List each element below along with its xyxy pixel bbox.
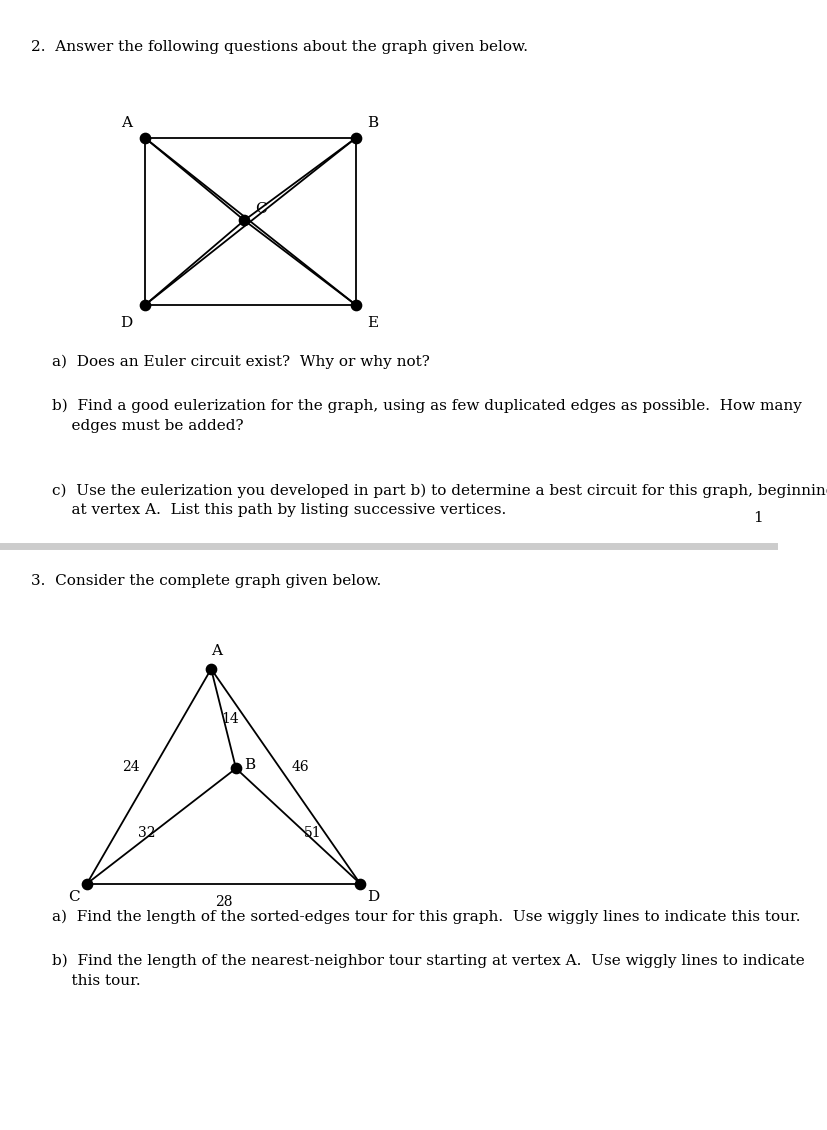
Text: 3.  Consider the complete graph given below.: 3. Consider the complete graph given bel… xyxy=(31,574,381,588)
Text: 1: 1 xyxy=(753,512,762,525)
Text: C: C xyxy=(255,202,266,216)
Point xyxy=(204,660,218,678)
Text: 28: 28 xyxy=(214,895,232,909)
Text: c)  Use the eulerization you developed in part b) to determine a best circuit fo: c) Use the eulerization you developed in… xyxy=(52,484,827,518)
Text: 14: 14 xyxy=(221,712,239,725)
Text: E: E xyxy=(366,316,378,330)
Point xyxy=(138,296,151,314)
Text: b)  Find a good eulerization for the graph, using as few duplicated edges as pos: b) Find a good eulerization for the grap… xyxy=(52,399,801,433)
Text: D: D xyxy=(367,890,379,904)
Text: b)  Find the length of the nearest-neighbor tour starting at vertex A.  Use wigg: b) Find the length of the nearest-neighb… xyxy=(52,954,804,988)
Point xyxy=(80,875,93,893)
Point xyxy=(138,129,151,147)
Text: D: D xyxy=(121,316,132,330)
Text: a)  Does an Euler circuit exist?  Why or why not?: a) Does an Euler circuit exist? Why or w… xyxy=(52,355,429,370)
Text: B: B xyxy=(366,116,378,130)
Text: A: A xyxy=(210,644,222,658)
Text: B: B xyxy=(243,758,255,772)
Point xyxy=(353,875,366,893)
Point xyxy=(349,129,362,147)
Text: 24: 24 xyxy=(122,760,140,774)
Text: 51: 51 xyxy=(304,826,322,840)
Text: A: A xyxy=(121,116,132,130)
Point xyxy=(349,296,362,314)
Text: 46: 46 xyxy=(291,760,309,774)
Text: C: C xyxy=(68,890,79,904)
Text: a)  Find the length of the sorted-edges tour for this graph.  Use wiggly lines t: a) Find the length of the sorted-edges t… xyxy=(52,910,800,924)
Text: 32: 32 xyxy=(137,826,155,840)
Text: 2.  Answer the following questions about the graph given below.: 2. Answer the following questions about … xyxy=(31,40,528,53)
Point xyxy=(237,211,251,229)
Point xyxy=(229,759,242,777)
